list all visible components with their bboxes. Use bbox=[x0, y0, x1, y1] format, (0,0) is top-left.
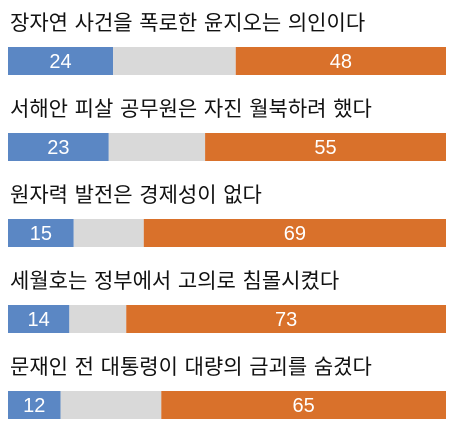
row-label: 세월호는 정부에서 고의로 침몰시켰다 bbox=[10, 269, 339, 293]
bar-segment bbox=[60, 391, 162, 419]
bar-segment bbox=[205, 133, 446, 161]
data-label: 73 bbox=[275, 309, 297, 331]
bar-segment bbox=[8, 47, 114, 75]
data-label: 65 bbox=[293, 395, 315, 417]
bar-segment bbox=[161, 391, 447, 419]
chart-row: 원자력 발전은 경제성이 없다 15 69 bbox=[8, 183, 446, 247]
bar-segment bbox=[8, 219, 74, 247]
chart-row: 장자연 사건을 폭로한 윤지오는 의인이다 24 48 bbox=[8, 11, 446, 75]
data-label: 15 bbox=[30, 223, 52, 245]
bar-segment bbox=[108, 133, 206, 161]
bar-segment bbox=[126, 305, 446, 333]
row-label: 원자력 발전은 경제성이 없다 bbox=[10, 183, 262, 207]
bar-segment bbox=[113, 47, 236, 75]
data-label: 69 bbox=[284, 223, 306, 245]
bar-segment bbox=[8, 305, 70, 333]
data-label: 48 bbox=[330, 51, 352, 73]
bar-segment bbox=[143, 219, 446, 247]
bar-segment bbox=[8, 391, 61, 419]
row-label: 장자연 사건을 폭로한 윤지오는 의인이다 bbox=[10, 11, 365, 35]
chart-row: 세월호는 정부에서 고의로 침몰시켰다 14 73 bbox=[8, 269, 446, 333]
data-label: 24 bbox=[49, 51, 71, 73]
chart-row: 서해안 피살 공무원은 자진 월북하려 했다 23 55 bbox=[8, 97, 446, 161]
bar-segment bbox=[235, 47, 446, 75]
row-label: 서해안 피살 공무원은 자진 월북하려 했다 bbox=[10, 97, 372, 121]
chart-row: 문재인 전 대통령이 대량의 금괴를 숨겼다 12 65 bbox=[8, 355, 447, 419]
data-label: 23 bbox=[47, 137, 69, 159]
bar-segment bbox=[8, 133, 109, 161]
bar-segment bbox=[69, 305, 127, 333]
data-label: 14 bbox=[28, 309, 50, 331]
row-label: 문재인 전 대통령이 대량의 금괴를 숨겼다 bbox=[10, 355, 372, 379]
data-label: 12 bbox=[23, 395, 45, 417]
bar-segment bbox=[73, 219, 144, 247]
data-label: 55 bbox=[314, 137, 336, 159]
